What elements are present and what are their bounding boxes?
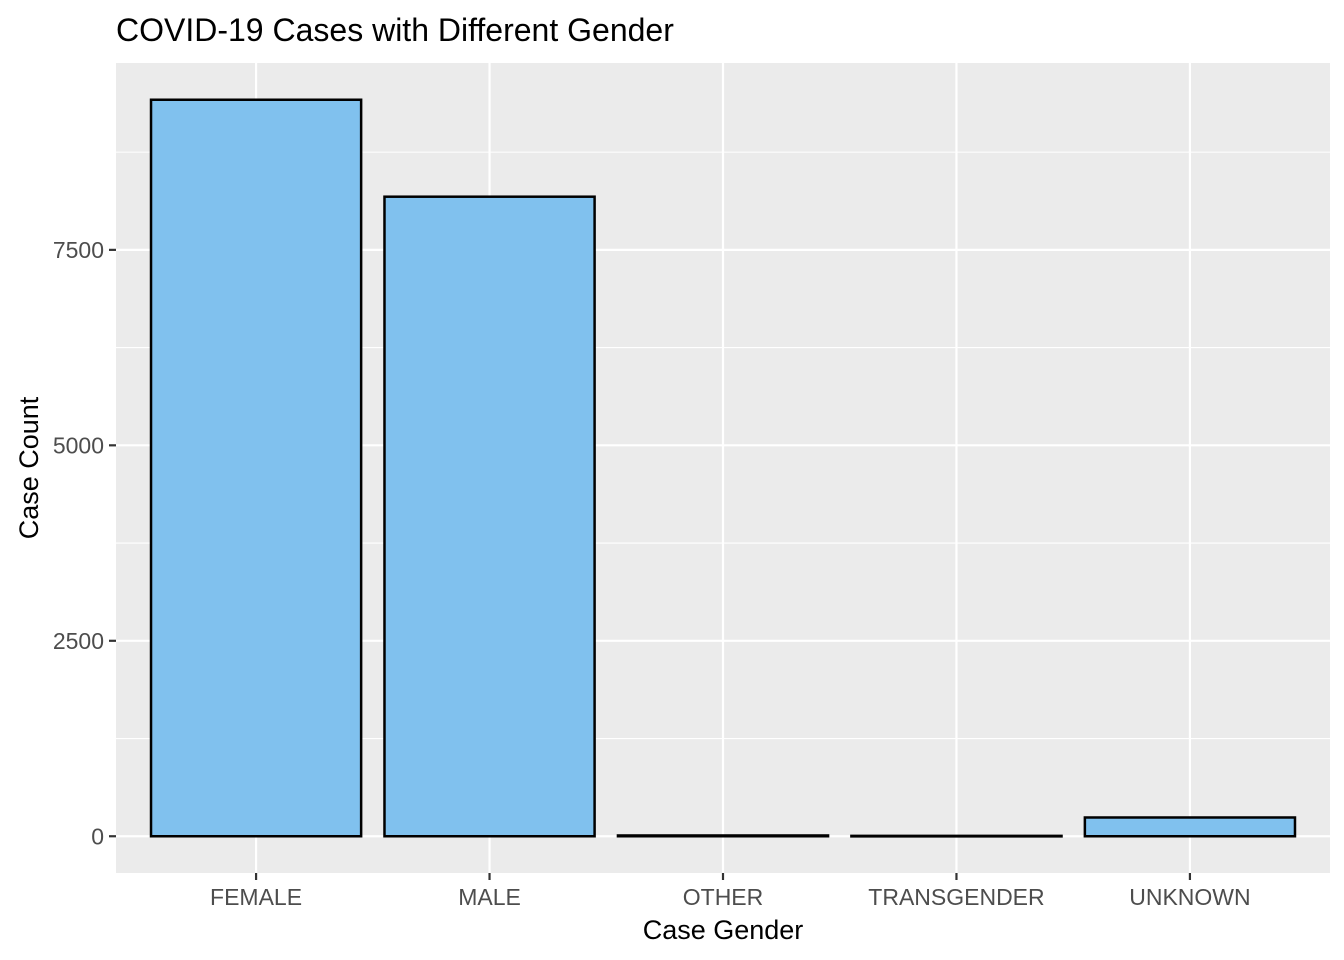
bar-female: [149, 98, 363, 838]
x-tick-label: MALE: [458, 884, 521, 910]
x-tick-label: TRANSGENDER: [868, 884, 1044, 910]
x-axis-title: Case Gender: [643, 915, 804, 945]
bar-unknown: [1083, 816, 1297, 838]
y-axis: 0 2500 5000 7500: [53, 237, 116, 849]
bar-male: [383, 195, 596, 838]
x-tick-label: FEMALE: [210, 884, 302, 910]
chart-title: COVID-19 Cases with Different Gender: [116, 12, 674, 48]
y-axis-title: Case Count: [14, 396, 44, 539]
y-tick-label: 5000: [53, 432, 104, 458]
y-tick-label: 2500: [53, 628, 104, 654]
bar-transgender: [850, 834, 1063, 838]
bars: [149, 98, 1297, 838]
x-tick-label: OTHER: [683, 884, 764, 910]
bar-other: [616, 834, 830, 838]
y-tick-label: 7500: [53, 237, 104, 263]
x-axis: FEMALE MALE OTHER TRANSGENDER UNKNOWN: [210, 873, 1251, 910]
y-tick-label: 0: [91, 823, 104, 849]
x-tick-label: UNKNOWN: [1129, 884, 1250, 910]
